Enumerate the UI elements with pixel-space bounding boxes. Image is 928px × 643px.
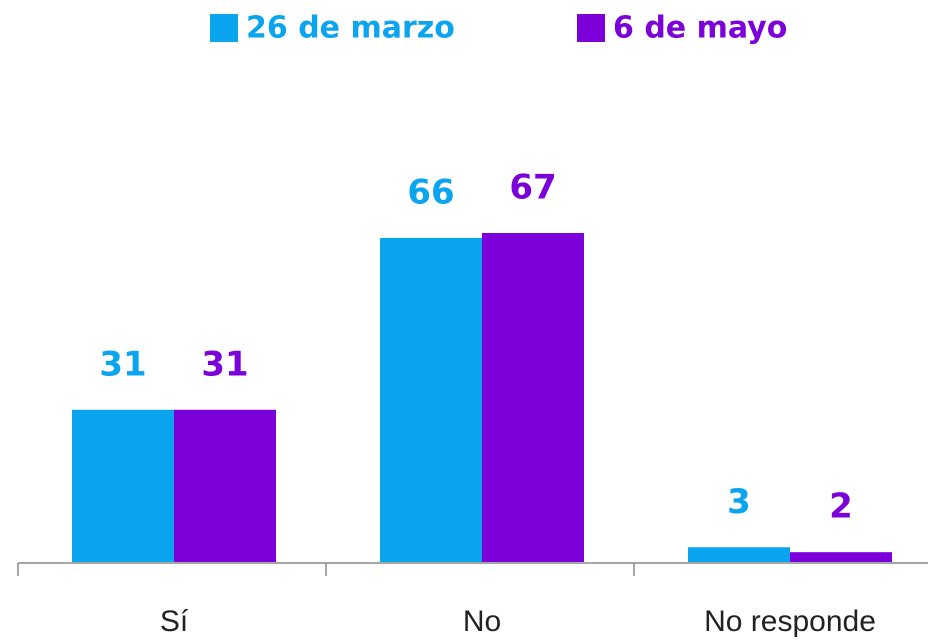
bar	[174, 409, 276, 562]
x-tick-label: Sí	[160, 605, 189, 638]
value-label: 67	[509, 168, 556, 208]
value-label: 2	[829, 487, 853, 527]
bar	[790, 552, 892, 562]
bar	[72, 409, 174, 562]
legend-swatch	[210, 14, 238, 42]
bar	[688, 547, 790, 562]
value-label: 3	[727, 482, 751, 522]
value-label: 31	[201, 344, 248, 384]
value-label: 66	[407, 172, 454, 212]
bar	[380, 237, 482, 562]
legend-label: 6 de mayo	[613, 11, 787, 46]
legend-swatch	[577, 14, 605, 42]
value-label: 31	[99, 344, 146, 384]
x-tick-label: No responde	[704, 605, 876, 638]
x-tick-label: No	[463, 605, 501, 638]
bar	[482, 233, 584, 562]
legend-label: 26 de marzo	[246, 11, 455, 46]
